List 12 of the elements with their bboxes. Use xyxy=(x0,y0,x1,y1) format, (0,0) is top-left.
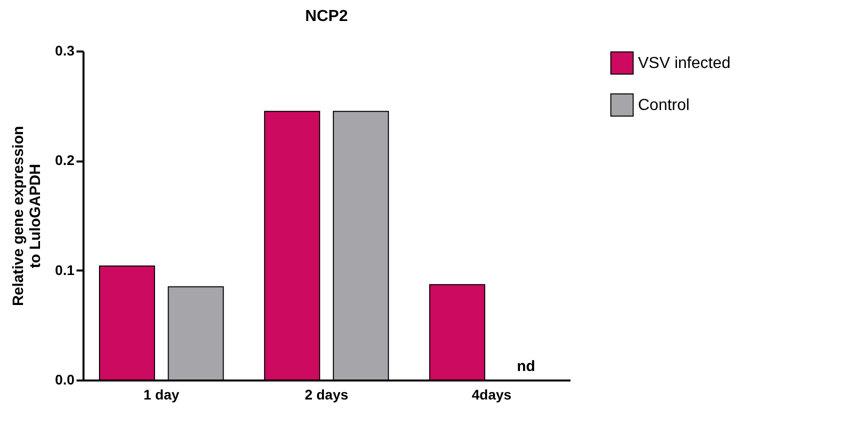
y-tick-label: 0.2 xyxy=(55,152,75,168)
x-tick-label: 2 days xyxy=(304,386,349,402)
chart-title: NCP2 xyxy=(305,8,348,25)
legend-label: VSV infected xyxy=(638,55,730,72)
y-axis-title: Relative gene expression to LuloGAPDH xyxy=(10,126,44,306)
x-tick-label: 1 day xyxy=(144,386,180,402)
annotation: nd xyxy=(516,358,536,375)
x-tick-label: 4days xyxy=(472,386,512,402)
y-tick-label: 0.1 xyxy=(55,262,75,278)
y-tick-label: 0.0 xyxy=(55,372,75,388)
legend-label: Control xyxy=(638,97,690,114)
y-tick-label: 0.3 xyxy=(55,42,75,58)
